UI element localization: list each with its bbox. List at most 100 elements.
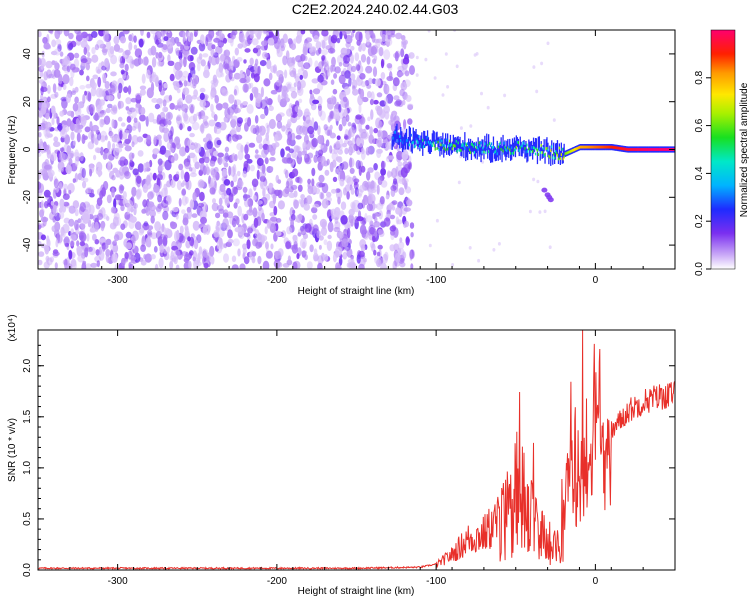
spectrogram-noise-cell: [109, 131, 114, 139]
spectrogram-noise-cell: [374, 78, 381, 87]
spectrogram-signal-cell: [439, 139, 441, 142]
spectrogram-signal-cell: [538, 147, 540, 151]
spectrogram-signal-cell: [622, 147, 625, 151]
spectrogram-noise-cell: [297, 150, 302, 158]
spectrogram-noise-cell: [115, 147, 123, 153]
spectrogram-noise-cell: [290, 184, 298, 190]
spectrogram-signal-cell: [627, 148, 629, 151]
spectrogram-noise-cell: [154, 263, 159, 269]
spectrogram-signal-cell: [577, 146, 580, 150]
spectrogram-noise-cell: [227, 106, 235, 116]
spectrogram-noise-cell: [100, 135, 106, 143]
spectrogram-noise-cell: [187, 236, 191, 242]
spectrogram-noise-cell: [258, 125, 266, 136]
spectrogram-noise-cell: [372, 204, 378, 209]
spectrogram-signal-halo: [451, 141, 453, 153]
spectrogram-noise-cell: [73, 124, 78, 133]
spectrogram-noise-cell: [174, 105, 179, 111]
spectrogram-noise-cell: [366, 91, 372, 98]
spectrogram-noise-cell: [336, 135, 341, 140]
spectrogram-signal-halo: [408, 126, 410, 141]
spectrogram-noise-cell: [374, 255, 380, 264]
spectrogram-noise-cell: [345, 114, 350, 122]
spectrogram-noise-cell: [321, 30, 329, 37]
spectrogram-noise-cell: [136, 188, 143, 198]
spectrogram-noise-cell: [366, 203, 374, 212]
spectrogram-noise-cell: [380, 168, 386, 176]
spectrogram-noise-cell: [62, 83, 67, 90]
spectrogram-noise-cell: [366, 84, 372, 89]
spectrogram-signal-halo: [508, 147, 510, 158]
spectrogram-noise-cell: [320, 39, 327, 49]
spectrogram-signal-cell: [452, 144, 454, 148]
spectrogram-noise-cell: [298, 98, 303, 104]
spectrogram-signal-cell: [428, 142, 431, 146]
spectrogram-noise-cell: [178, 197, 182, 207]
spectrogram-signal-cell: [437, 140, 439, 144]
spectrogram-noise-cell: [258, 143, 263, 150]
spectrogram-x-tick-label: 0: [593, 275, 599, 286]
spectrogram-noise-cell: [38, 181, 42, 190]
spectrogram-noise-cell: [386, 30, 394, 37]
spectrogram-noise-cell: [53, 187, 59, 193]
spectrogram-signal-halo: [555, 143, 558, 154]
spectrogram-noise-cell: [289, 86, 296, 93]
snr-series-line: [38, 330, 675, 570]
spectrogram-noise-cell: [192, 121, 200, 131]
spectrogram-noise-cell: [341, 238, 349, 248]
spectrogram-signal-halo: [479, 140, 481, 155]
spectrogram-noise-cell: [323, 62, 328, 67]
spectrogram-noise-cell: [250, 124, 257, 134]
spectrogram-noise-cell: [340, 201, 347, 210]
spectrogram-signal-cell: [546, 146, 548, 150]
spectrogram-noise-cell: [251, 256, 256, 264]
spectrogram-signal-cell: [393, 137, 395, 140]
snr-axes: -300 -200 -100 00.00.51.01.52.0: [22, 330, 676, 587]
spectrogram-noise-cell: [52, 110, 57, 119]
spectrogram-noise-cell: [287, 83, 292, 89]
spectrogram-noise-cell: [286, 226, 292, 235]
spectrogram-noise-cell: [357, 189, 363, 196]
spectrogram-noise-cell: [269, 166, 274, 172]
spectrogram-signal-cell: [560, 153, 562, 156]
spectrogram-noise-cell: [131, 141, 135, 148]
spectrogram-signal-cell: [578, 146, 581, 149]
spectrogram-noise-cell: [231, 264, 239, 269]
spectrogram-noise-cell: [38, 131, 42, 138]
spectrogram-noise-cell: [130, 32, 134, 43]
spectrogram-signal-cell: [574, 148, 576, 151]
spectrogram-noise-cell: [210, 90, 215, 97]
spectrogram-signal-cell: [551, 145, 553, 149]
spectrogram-signal-cell: [500, 148, 502, 151]
spectrogram-signal-cell: [557, 157, 560, 161]
spectrogram-signal-cell: [497, 145, 499, 149]
spectrogram-noise-cell: [369, 99, 374, 106]
spectrogram-signal-halo: [403, 137, 405, 150]
spectrogram-signal-halo: [405, 128, 408, 143]
spectrogram-signal-cell: [459, 149, 461, 152]
spectrogram-noise-cell: [208, 119, 216, 127]
spectrogram-noise-cell: [342, 142, 347, 148]
spectrogram-signal-cell: [405, 139, 408, 143]
spectrogram-signal-cell: [517, 141, 519, 144]
spectrogram-signal-cell: [613, 146, 615, 149]
spectrogram-noise-cell: [203, 121, 209, 126]
spectrogram-noise-cell: [40, 200, 44, 210]
spectrogram-noise-cell: [119, 185, 125, 191]
spectrogram-noise-cell: [120, 204, 125, 212]
spectrogram-noise-cell: [317, 134, 324, 145]
spectrogram-noise-cell: [183, 80, 188, 87]
spectrogram-signal-cell: [540, 143, 542, 147]
spectrogram-signal-cell: [649, 148, 651, 151]
spectrogram-signal-halo: [542, 145, 544, 158]
spectrogram-noise-cell: [178, 70, 183, 78]
spectrogram-noise-cell: [121, 257, 126, 267]
spectrogram-noise-cell: [394, 51, 399, 62]
spectrogram-signal-cell: [641, 148, 644, 151]
spectrogram-signal-cell: [414, 144, 416, 148]
spectrogram-signal-cell: [426, 135, 429, 139]
spectrogram-signal-cell: [618, 146, 620, 150]
spectrogram-noise-cell: [117, 100, 121, 110]
spectrogram-signal-halo: [498, 144, 500, 156]
spectrogram-noise-cell: [47, 96, 51, 103]
